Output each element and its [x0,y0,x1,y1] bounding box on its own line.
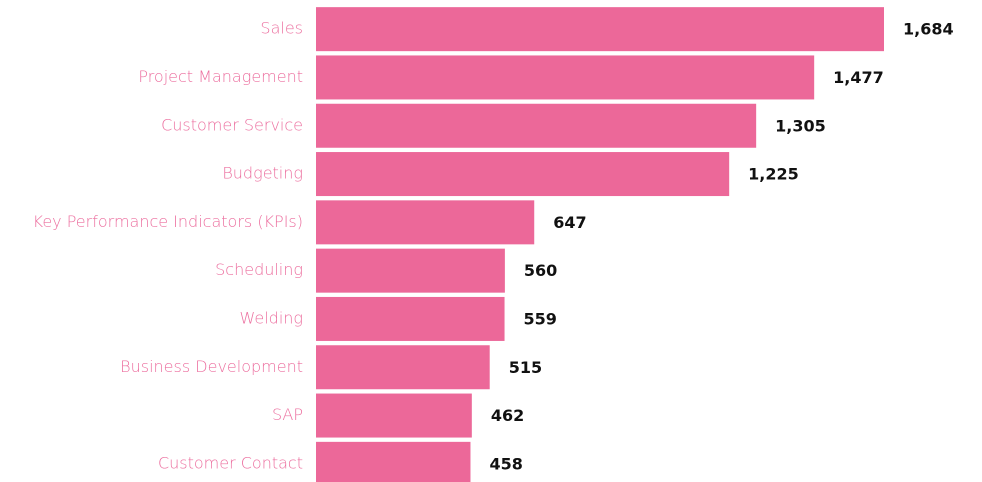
bar [316,103,757,148]
category-label: Business Development [120,357,303,376]
bar [316,296,505,341]
value-label: 1,477 [833,68,884,87]
category-label: SAP [272,405,303,424]
category-label: Sales [260,19,303,38]
bar [316,345,490,390]
bar [316,248,505,293]
value-label: 560 [524,261,557,280]
value-label: 515 [509,358,542,377]
value-label: 647 [553,213,586,232]
category-label: Project Management [138,67,303,86]
bar [316,152,730,197]
value-label: 462 [491,406,524,425]
category-label: Welding [239,308,303,327]
category-label: Budgeting [222,164,303,183]
bar [316,7,884,52]
value-label: 1,225 [748,165,799,184]
category-label: Customer Contact [158,453,303,472]
bar [316,393,472,438]
category-label: Customer Service [161,115,303,134]
bar [316,55,815,100]
bar [316,441,471,482]
bar [316,200,535,245]
category-label: Key Performance Indicators (KPIs) [33,212,303,231]
value-label: 1,305 [775,116,826,135]
category-label: Scheduling [215,260,303,279]
value-label: 1,684 [903,20,954,39]
value-label: 559 [524,309,557,328]
value-label: 458 [489,454,522,473]
